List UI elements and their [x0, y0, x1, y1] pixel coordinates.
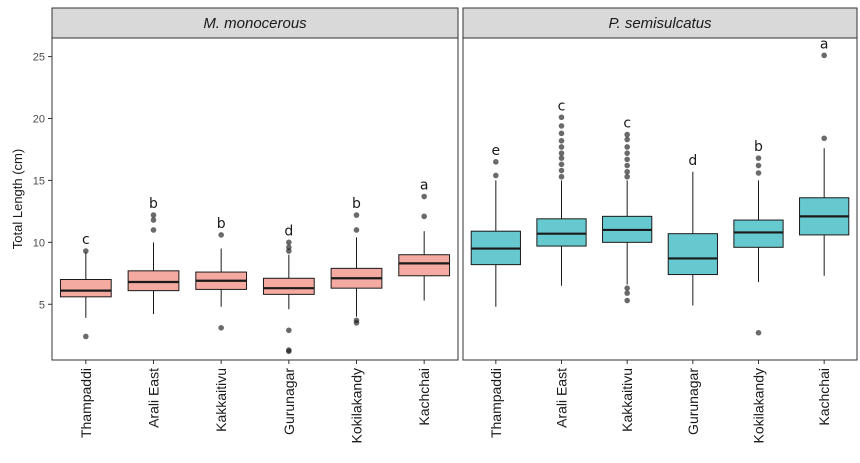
panel-1-kachchai-category-label: Kachchai: [416, 368, 432, 426]
panel-2-frame: [462, 37, 858, 361]
panel-1-arali-east-outlier: [150, 217, 157, 223]
panel-2-strip: [462, 7, 858, 39]
panel-2-kokilakandy-letter: b: [754, 139, 763, 155]
panel-2-arali-east-outlier: [558, 123, 565, 129]
y-tick-label: 25: [33, 52, 45, 64]
panel-1-kakkaitivu-letter: b: [217, 216, 226, 232]
panel-2-kakkaitivu-outlier: [624, 150, 630, 156]
panel-2-kakkaitivu-outlier: [624, 144, 630, 150]
panel-2-kachchai-category-label: Kachchai: [816, 368, 832, 426]
panel-2-arali-east-letter: c: [558, 98, 566, 114]
panel-1-gurunagar-outlier: [286, 347, 292, 353]
panel-2-arali-east-outlier: [558, 114, 565, 121]
panel-1-kachchai-letter: a: [420, 178, 429, 194]
panel-2-arali-east-outlier: [558, 144, 565, 150]
panel-1-thampaddi-outlier: [83, 248, 89, 254]
panel-2-kakkaitivu-outlier: [624, 156, 630, 163]
panel-2-kakkaitivu-outlier: [624, 131, 630, 138]
panel-1-kachchai-outlier: [421, 213, 427, 220]
panel-2-arali-east-outlier: [558, 167, 565, 174]
panel-1-arali-east-outlier: [150, 227, 157, 233]
panel-1-kakkaitivu-category-label: Kakkaitivu: [213, 368, 229, 432]
panel-2-kachchai-letter: a: [820, 36, 829, 52]
panel-2-gurunagar-box: [667, 233, 718, 276]
panel-2-kokilakandy-outlier: [755, 162, 762, 169]
panel-1-arali-east-letter: b: [149, 196, 158, 212]
y-axis-label: Total Length (cm): [10, 149, 25, 249]
panel-1-thampaddi-box: [59, 279, 112, 298]
panel-2-arali-east-box: [536, 218, 587, 247]
panel-1-kokilakandy-category-label: Kokilakandy: [349, 368, 365, 444]
panel-1-gurunagar-outlier: [286, 239, 292, 246]
panel-1-arali-east-category-label: Arali East: [146, 368, 162, 428]
panel-1-arali-east-box: [127, 270, 180, 292]
panel-2-arali-east-outlier: [558, 161, 565, 168]
panel-2-kakkaitivu-letter: c: [623, 116, 631, 132]
panel-1-gurunagar-outlier: [286, 244, 292, 251]
panel-2-arali-east-outlier: [558, 173, 565, 180]
y-tick-label: 10: [33, 237, 45, 249]
panel-1-gurunagar-category-label: Gurunagar: [281, 368, 297, 435]
panel-2-kokilakandy-outlier: [755, 155, 762, 161]
panel-2-kokilakandy-outlier: [755, 329, 762, 336]
panel-2-kakkaitivu-outlier: [624, 285, 630, 291]
panel-1-strip-title: M. monocerous: [203, 15, 307, 32]
panel-1-strip: [51, 7, 459, 39]
panel-2-kokilakandy-box: [733, 219, 784, 248]
panel-2-arali-east-outlier: [558, 137, 565, 144]
panel-2-thampaddi-outlier: [493, 172, 499, 179]
panel-2-kakkaitivu-outlier: [624, 173, 630, 180]
panel-2-kakkaitivu-category-label: Kakkaitivu: [619, 368, 635, 432]
panel-1-thampaddi-category-label: Thampaddi: [78, 368, 94, 438]
y-tick-label: 5: [39, 299, 45, 311]
panel-2-gurunagar-category-label: Gurunagar: [685, 368, 701, 435]
panel-1-gurunagar-letter: d: [284, 223, 293, 239]
panel-2-kakkaitivu-outlier: [624, 162, 630, 169]
panel-1-gurunagar-box: [262, 277, 315, 295]
panel-1-thampaddi-outlier: [83, 333, 89, 340]
panel-2-kachchai-outlier: [821, 135, 827, 142]
panel-2-kokilakandy-outlier: [755, 170, 762, 176]
panel-2-kakkaitivu-outlier: [624, 168, 630, 175]
panel-1-kokilakandy-outlier: [353, 227, 360, 233]
panel-1-kachchai-outlier: [421, 193, 427, 200]
panel-1-kakkaitivu-outlier: [218, 325, 224, 331]
panel-2-strip-title: P. semisulcatus: [608, 15, 712, 32]
y-tick-label: 15: [33, 175, 45, 187]
panel-2-thampaddi-outlier: [493, 159, 499, 165]
panel-1-kokilakandy-outlier: [353, 317, 360, 324]
panel-2-arali-east-category-label: Arali East: [554, 368, 570, 428]
y-tick-label: 20: [33, 114, 45, 126]
panel-2-kakkaitivu-outlier: [624, 136, 630, 143]
panel-1-kokilakandy-outlier: [353, 212, 360, 218]
panel-1-arali-east-outlier: [150, 212, 157, 218]
panel-2-thampaddi-category-label: Thampaddi: [488, 368, 504, 438]
panel-2-kakkaitivu-outlier: [624, 297, 630, 304]
panel-1-kokilakandy-letter: b: [352, 196, 361, 212]
panel-2-arali-east-outlier: [558, 130, 565, 137]
panel-1-gurunagar-outlier: [286, 327, 292, 334]
panel-2-kokilakandy-category-label: Kokilakandy: [751, 368, 767, 444]
panel-2-kakkaitivu-outlier: [624, 290, 630, 296]
panel-1-kachchai-box: [398, 254, 451, 277]
panel-2-gurunagar-letter: d: [688, 153, 697, 169]
panel-2-arali-east-outlier: [558, 150, 565, 156]
panel-2-kachchai-outlier: [821, 52, 827, 59]
panel-2-arali-east-outlier: [558, 155, 565, 161]
panel-1-kakkaitivu-outlier: [218, 232, 224, 238]
panel-2-thampaddi-letter: e: [492, 143, 501, 159]
panel-1-thampaddi-letter: c: [82, 232, 90, 248]
panel-1-frame: [51, 37, 459, 361]
